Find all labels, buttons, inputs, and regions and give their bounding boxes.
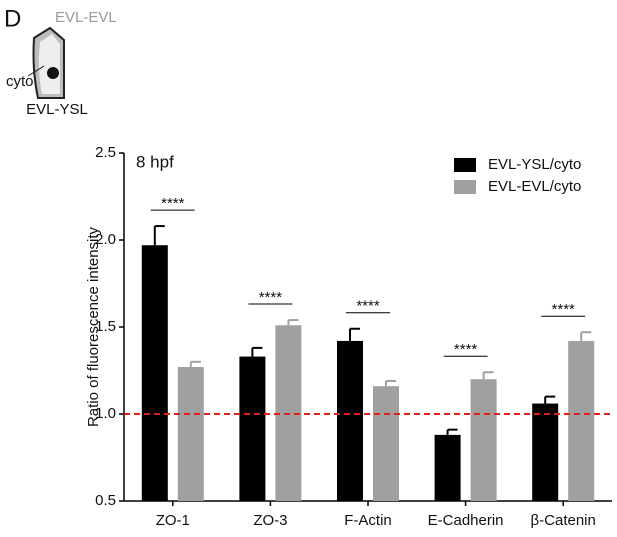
- y-tick-label: 1.5: [95, 318, 116, 335]
- significance-label: ****: [552, 301, 576, 318]
- x-tick-label: ZO-1: [156, 512, 190, 529]
- bar: [373, 386, 399, 501]
- significance-label: ****: [454, 341, 478, 358]
- x-tick-label: ZO-3: [253, 512, 287, 529]
- bar: [239, 357, 265, 501]
- legend-label: EVL-YSL/cyto: [488, 156, 581, 173]
- legend-swatch: [454, 180, 476, 194]
- x-tick-label: F-Actin: [344, 512, 392, 529]
- x-tick-label: β-Catenin: [531, 512, 596, 529]
- bar: [471, 379, 497, 501]
- diagram-bottom-label: EVL-YSL: [26, 101, 88, 118]
- figure: D EVL-EVL cyto EVL-YSL 8 hpf Ratio of fl…: [0, 0, 617, 532]
- y-tick-label: 2.0: [95, 231, 116, 248]
- bar: [142, 245, 168, 501]
- bar: [435, 435, 461, 501]
- bar: [532, 404, 558, 501]
- y-tick-label: 1.0: [95, 405, 116, 422]
- bar: [178, 367, 204, 501]
- nucleus: [47, 67, 59, 79]
- significance-label: ****: [356, 298, 380, 315]
- x-tick-label: E-Cadherin: [428, 512, 504, 529]
- y-tick-label: 0.5: [95, 492, 116, 509]
- bar: [568, 341, 594, 501]
- y-tick-label: 2.5: [95, 144, 116, 161]
- diagram-side-label: cyto: [6, 73, 34, 90]
- legend-label: EVL-EVL/cyto: [488, 178, 581, 195]
- cell-interior: [39, 34, 60, 94]
- significance-label: ****: [161, 195, 185, 212]
- significance-label: ****: [259, 289, 283, 306]
- legend-swatch: [454, 158, 476, 172]
- panel-label: D: [4, 5, 21, 32]
- diagram-top-label: EVL-EVL: [55, 9, 117, 26]
- bar: [337, 341, 363, 501]
- annotation: 8 hpf: [136, 152, 174, 171]
